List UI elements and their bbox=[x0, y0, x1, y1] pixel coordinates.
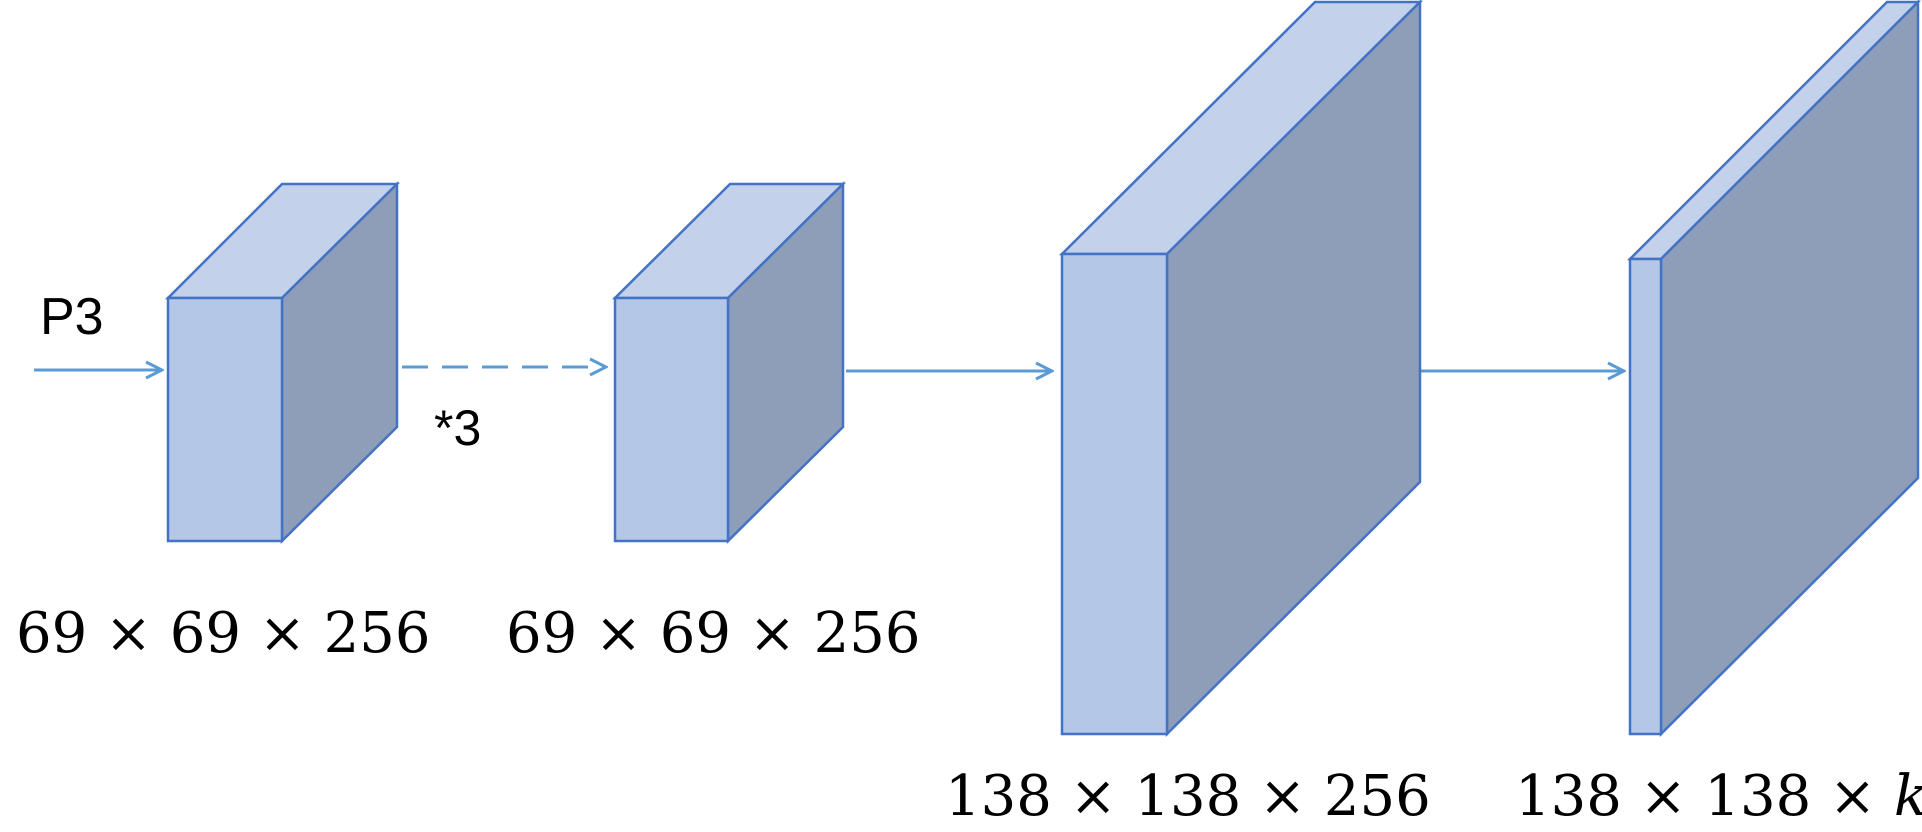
input-label: P3 bbox=[40, 288, 104, 346]
feature-block-2 bbox=[611, 181, 847, 544]
feature-block-4 bbox=[1626, 0, 1922, 738]
block-2-dims-label: 69 × 69 × 256 bbox=[506, 601, 920, 666]
block-3-dims-label: 138 × 138 × 256 bbox=[945, 764, 1431, 829]
block-4-dims-prefix: 138 × 138 × bbox=[1515, 764, 1894, 829]
block-3-front-face bbox=[1060, 252, 1169, 736]
block-2-front-face bbox=[613, 296, 730, 543]
block-4-dims-label: 138 × 138 × k bbox=[1515, 764, 1922, 829]
block-4-dims-var: k bbox=[1894, 764, 1922, 829]
block-1-front-face bbox=[166, 296, 284, 543]
feature-block-3 bbox=[1058, 0, 1424, 738]
block-1-dims-label: 69 × 69 × 256 bbox=[16, 601, 430, 666]
feature-block-1 bbox=[164, 181, 401, 544]
block-4-front-face bbox=[1628, 257, 1663, 736]
repeat-label: *3 bbox=[434, 400, 481, 456]
